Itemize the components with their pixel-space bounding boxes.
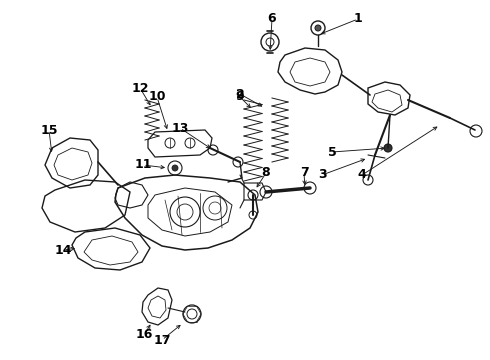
Circle shape bbox=[315, 25, 321, 31]
Text: 17: 17 bbox=[153, 333, 171, 346]
Text: 10: 10 bbox=[148, 90, 166, 104]
Text: 14: 14 bbox=[54, 243, 72, 256]
Text: 13: 13 bbox=[172, 122, 189, 135]
Text: 15: 15 bbox=[40, 123, 58, 136]
Text: 3: 3 bbox=[318, 168, 326, 181]
Text: 12: 12 bbox=[131, 81, 149, 94]
Text: 7: 7 bbox=[299, 166, 308, 180]
Text: 11: 11 bbox=[134, 158, 152, 171]
Text: 8: 8 bbox=[262, 166, 270, 180]
Text: 16: 16 bbox=[135, 328, 153, 342]
Circle shape bbox=[384, 144, 392, 152]
Text: 6: 6 bbox=[268, 13, 276, 26]
Text: 1: 1 bbox=[354, 13, 363, 26]
Text: 9: 9 bbox=[236, 90, 245, 104]
Text: 4: 4 bbox=[358, 168, 367, 181]
Text: 2: 2 bbox=[236, 87, 245, 100]
Text: 5: 5 bbox=[328, 145, 336, 158]
Circle shape bbox=[172, 165, 178, 171]
